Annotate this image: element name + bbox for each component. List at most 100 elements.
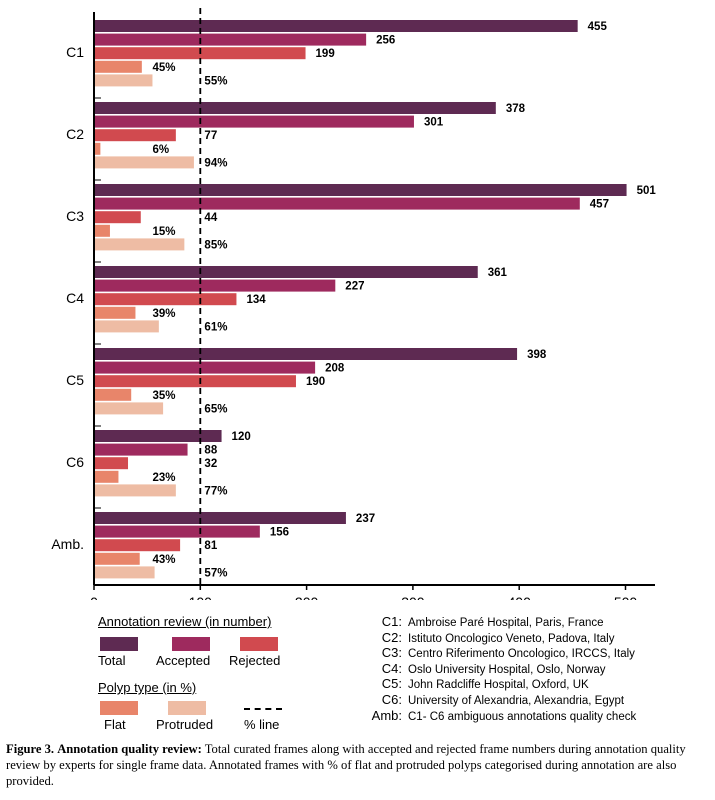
bar-accepted	[94, 115, 414, 128]
bar-total	[94, 430, 222, 442]
bar-rejected	[94, 293, 237, 306]
category-label: C5	[66, 372, 84, 388]
site-entry: C4: Oslo University Hospital, Oslo, Norwa…	[360, 660, 606, 676]
caption-text: Total curated frames along with accepted…	[6, 742, 686, 788]
data-label: 455	[588, 21, 608, 33]
site-name: Istituto Oncologico Veneto, Padova, Ital…	[408, 632, 615, 645]
bar-accepted	[94, 361, 316, 374]
bar-accepted	[94, 279, 336, 292]
data-label: 81	[204, 540, 217, 552]
bar-flat	[94, 552, 140, 565]
figure-caption: Figure 3. Annotation quality review: Tot…	[6, 741, 711, 789]
site-name: John Radcliffe Hospital, Oxford, UK	[408, 679, 589, 692]
data-label: 44	[204, 212, 217, 224]
legend-protruded-label: Protruded	[156, 717, 214, 732]
site-entry: C5: John Radcliffe Hospital, Oxford, UK	[360, 676, 589, 691]
caption-bold-text: Annotation quality review:	[57, 742, 202, 756]
site-code: C3:	[381, 645, 402, 661]
category-label: C4	[66, 290, 84, 306]
bar-flat	[94, 470, 119, 483]
data-label: 88	[204, 445, 217, 457]
site-code: C2:	[381, 629, 402, 645]
bar-protruded	[94, 566, 155, 579]
site-name: C1- C6 ambiguous annotations quality che…	[408, 710, 637, 723]
data-label: 237	[356, 513, 375, 525]
bar-total	[94, 184, 627, 196]
legend-pct-line-icon	[244, 708, 282, 710]
data-label: 301	[424, 117, 444, 129]
category-label: C3	[66, 208, 84, 224]
data-label: 15%	[152, 226, 175, 238]
bar-total	[94, 512, 346, 524]
bar-protruded	[94, 320, 159, 333]
category-label: C1	[66, 44, 84, 60]
bar-rejected	[94, 375, 296, 388]
bar-protruded	[94, 156, 194, 169]
data-label: 77	[204, 130, 217, 142]
site-entry: C1: Ambroise Paré Hospital, Paris, France	[360, 614, 604, 629]
data-label: 190	[306, 376, 325, 388]
data-label: 94%	[204, 157, 227, 169]
data-label: 57%	[204, 567, 227, 579]
bar-total	[94, 266, 478, 278]
legend-total-swatch	[100, 637, 138, 651]
data-label: 134	[246, 294, 266, 306]
site-name: Centro Riferimento Oncologico, IRCCS, It…	[408, 648, 635, 661]
legend-accepted-label: Accepted	[156, 653, 211, 668]
x-tick-label: 500	[614, 594, 638, 600]
data-label: 55%	[204, 75, 227, 87]
site-code: Amb:	[371, 707, 402, 723]
bar-rejected	[94, 539, 181, 552]
site-entry: C3: Centro Riferimento Oncologico, IRCCS,…	[360, 645, 635, 660]
site-code: C1:	[381, 614, 402, 629]
bar-accepted	[94, 443, 188, 456]
legend-pct-line-label: % line	[244, 717, 280, 732]
x-tick-label: 400	[508, 594, 532, 600]
data-label: 227	[345, 281, 364, 293]
data-label: 208	[325, 363, 345, 375]
legend-accepted-swatch	[172, 637, 210, 651]
bar-accepted	[94, 33, 367, 46]
data-label: 39%	[152, 308, 175, 320]
data-label: 120	[232, 431, 251, 443]
bar-flat	[94, 142, 101, 155]
legend-flat-swatch	[100, 701, 138, 715]
bar-rejected	[94, 211, 141, 224]
bar-flat	[94, 60, 142, 73]
data-label: 501	[637, 185, 657, 197]
data-label: 457	[590, 199, 609, 211]
bar-protruded	[94, 74, 153, 87]
site-code: C5:	[381, 676, 402, 692]
legend-review-title: Annotation review (in number)	[98, 614, 272, 629]
data-label: 65%	[204, 403, 227, 415]
bar-flat	[94, 388, 132, 401]
data-label: 398	[527, 349, 547, 361]
bar-rejected	[94, 129, 176, 142]
bar-flat	[94, 306, 136, 319]
site-name: Ambroise Paré Hospital, Paris, France	[408, 617, 604, 629]
data-label: 199	[316, 48, 335, 60]
bar-protruded	[94, 402, 164, 415]
site-code: C6:	[381, 692, 402, 707]
data-label: 256	[376, 35, 395, 47]
data-label: 6%	[152, 144, 169, 156]
bar-protruded	[94, 238, 185, 251]
x-tick-label: 300	[401, 594, 425, 600]
data-label: 61%	[204, 321, 227, 333]
category-label: C2	[66, 126, 84, 142]
site-code: C4:	[381, 660, 402, 676]
data-label: 378	[506, 103, 526, 115]
data-label: 361	[488, 267, 508, 279]
x-tick-label: 0	[90, 594, 98, 600]
data-label: 45%	[152, 62, 175, 74]
bar-total	[94, 20, 578, 32]
category-label: Amb.	[51, 536, 84, 552]
data-label: 156	[270, 527, 289, 539]
site-entry: C2: Istituto Oncologico Veneto, Padova, I…	[360, 630, 615, 645]
data-label: 43%	[152, 554, 175, 566]
site-name: University of Alexandria, Alexandria, Eg…	[408, 695, 625, 707]
x-tick-label: 200	[295, 594, 319, 600]
site-name: Oslo University Hospital, Oslo, Norway	[408, 663, 606, 676]
data-label: 23%	[152, 472, 175, 484]
site-entry: C6: University of Alexandria, Alexandria,…	[360, 692, 624, 707]
